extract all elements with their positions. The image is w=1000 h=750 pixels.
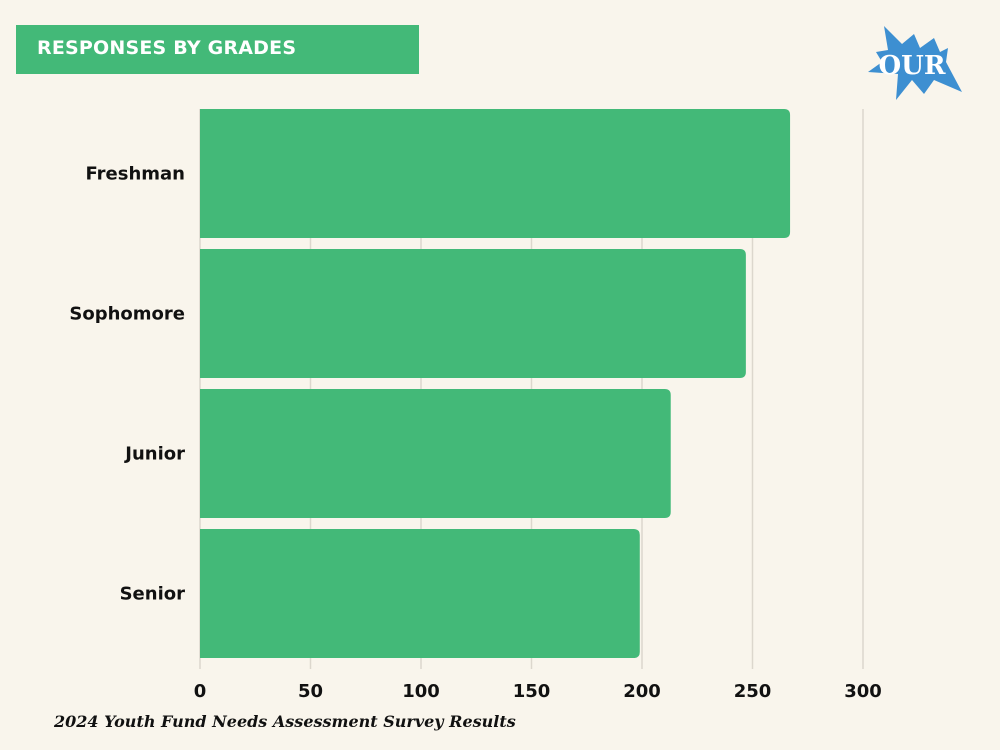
our-logo: OUR — [868, 26, 962, 100]
logo-text: OUR — [879, 51, 946, 81]
bar-senior — [200, 529, 640, 658]
x-tick-label: 150 — [513, 681, 551, 702]
x-tick-label: 250 — [734, 681, 772, 702]
category-label: Sophomore — [69, 304, 185, 325]
x-tick-label: 0 — [194, 681, 207, 702]
footer-caption: 2024 Youth Fund Needs Assessment Survey … — [54, 712, 516, 731]
category-label: Junior — [123, 444, 185, 465]
x-tick-label: 300 — [844, 681, 882, 702]
logo-burst-shape — [868, 26, 962, 100]
x-tick-label: 100 — [402, 681, 440, 702]
category-label: Freshman — [86, 164, 185, 185]
bar-junior — [200, 389, 671, 518]
x-tick-label: 50 — [298, 681, 323, 702]
category-label: Senior — [120, 584, 186, 605]
chart-title: RESPONSES BY GRADES — [37, 37, 297, 59]
bar-sophomore — [200, 249, 746, 378]
bar-freshman — [200, 109, 791, 238]
x-tick-label: 200 — [623, 681, 661, 702]
title-banner: RESPONSES BY GRADES — [16, 25, 419, 74]
